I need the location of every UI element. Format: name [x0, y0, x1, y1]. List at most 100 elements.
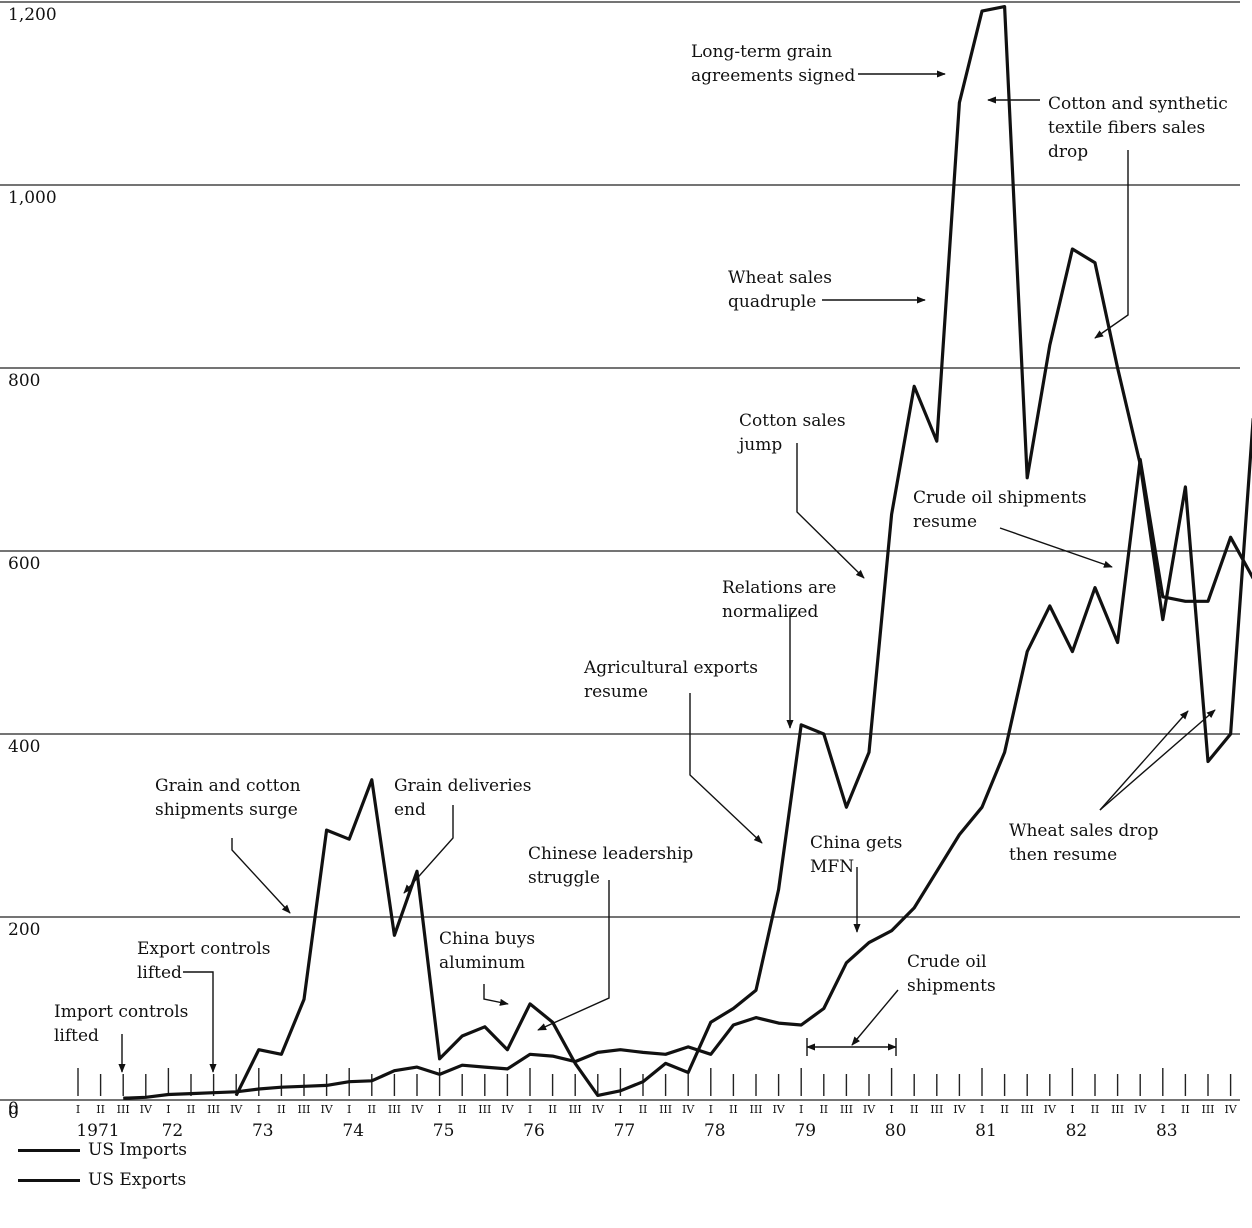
x-quarter-label: IV — [1224, 1103, 1237, 1116]
annotation-label: Cotton and synthetic textile fibers sales… — [1048, 94, 1228, 162]
x-quarter-label: II — [819, 1103, 828, 1116]
x-year-label: 74 — [342, 1121, 364, 1141]
annotation-grain-deliveries: Grain deliveries end — [394, 776, 531, 894]
legend-label-exports: US Exports — [88, 1170, 187, 1190]
x-quarter-label: II — [639, 1103, 648, 1116]
x-year-label: 83 — [1156, 1121, 1178, 1141]
gridlines — [0, 1, 1240, 1101]
x-quarter-label: I — [437, 1103, 441, 1116]
x-quarter-label: II — [1000, 1103, 1009, 1116]
x-year-label: 1971 — [76, 1121, 119, 1141]
annotation-label: Relations are normalized — [722, 578, 836, 622]
x-quarter-label: IV — [772, 1103, 785, 1116]
annotation-label: Crude oil shipments resume — [913, 488, 1087, 532]
annotation-arrow — [537, 880, 610, 1031]
y-tick-label: 600 — [8, 554, 40, 574]
legend-item-exports: US Exports — [18, 1170, 186, 1190]
annotation-relations-normalized: Relations are normalized — [722, 578, 836, 729]
x-axis: I II III IV I II III IV I II III IV I II III IV I II III IV… — [8, 1068, 1238, 1141]
y-tick-label: 1,000 — [8, 188, 57, 208]
annotations: Import controls lifted Export controls lift… — [54, 42, 1228, 1073]
x-quarter-label: IV — [411, 1103, 424, 1116]
x-year-label: 82 — [1066, 1121, 1088, 1141]
annotation-export-controls: Export controls lifted — [137, 939, 271, 1073]
x-quarter-label: III — [478, 1103, 491, 1116]
x-quarter-label: II — [367, 1103, 376, 1116]
x-year-label: 77 — [614, 1121, 636, 1141]
x-quarter-label: IV — [1044, 1103, 1057, 1116]
annotation-chinese-leadership: Chinese leadership struggle — [528, 844, 693, 1031]
series-line-exports — [234, 5, 1252, 1097]
annotation-label: China buys aluminum — [439, 929, 535, 973]
x-quarter-label: I — [618, 1103, 622, 1116]
x-quarter-label: IV — [863, 1103, 876, 1116]
x-quarter-label: III — [569, 1103, 582, 1116]
x-quarter-label: III — [1111, 1103, 1124, 1116]
annotation-arrow — [483, 984, 509, 1006]
annotation-label: Long-term grain agreements signed — [691, 42, 855, 86]
x-year-label: 72 — [162, 1121, 184, 1141]
x-quarter-label: II — [187, 1103, 196, 1116]
x-quarter-label: II — [729, 1103, 738, 1116]
y-tick-label: 800 — [8, 371, 40, 391]
legend-swatch-exports — [18, 1178, 80, 1182]
annotation-agricultural-exports: Agricultural exports resume — [583, 658, 763, 844]
x-quarter-label: I — [347, 1103, 351, 1116]
x-quarter-label: IV — [953, 1103, 966, 1116]
x-quarter-label: II — [1091, 1103, 1100, 1116]
x-quarter-label: II — [548, 1103, 557, 1116]
x-year-label: 75 — [433, 1121, 455, 1141]
annotation-crude-oil-resume: Crude oil shipments resume — [913, 488, 1113, 568]
annotation-label: Grain deliveries end — [394, 776, 531, 820]
x-quarter-label: IV — [1134, 1103, 1147, 1116]
x-quarter-label: I — [76, 1103, 80, 1116]
x-quarter-label: I — [257, 1103, 261, 1116]
x-year-label: 81 — [975, 1121, 997, 1141]
x-year-label: 76 — [523, 1121, 545, 1141]
x-quarter-label: III — [1021, 1103, 1034, 1116]
legend-swatch-imports — [18, 1148, 80, 1152]
y-tick-label: 200 — [8, 920, 40, 940]
data-series — [123, 5, 1252, 1100]
x-quarter-label: III — [840, 1103, 853, 1116]
annotation-label: Wheat sales quadruple — [728, 268, 832, 312]
annotation-label: Grain and cotton shipments surge — [155, 776, 301, 820]
y-axis-ticks: 1,200 1,000 800 600 400 200 0 — [8, 5, 57, 1123]
x-quarter-label: III — [1201, 1103, 1214, 1116]
x-year-label: 73 — [252, 1121, 274, 1141]
x-quarter-label: III — [297, 1103, 310, 1116]
x-quarter-label: I — [799, 1103, 803, 1116]
annotation-arrow — [1099, 710, 1189, 811]
annotation-arrow — [183, 971, 217, 1073]
annotation-arrow — [1099, 709, 1216, 811]
annotation-china-aluminum: China buys aluminum — [439, 929, 535, 1006]
annotation-label: Agricultural exports resume — [583, 658, 758, 702]
x-quarter-label: IV — [320, 1103, 333, 1116]
x-quarter-label: III — [117, 1103, 130, 1116]
x-quarter-label: II — [458, 1103, 467, 1116]
annotation-crude-oil-shipments: Crude oil shipments — [806, 952, 996, 1056]
annotation-label: Export controls lifted — [137, 939, 271, 983]
y-zero-label: 0 — [8, 1099, 19, 1119]
x-year-label: 79 — [794, 1121, 816, 1141]
x-quarter-label: IV — [230, 1103, 243, 1116]
annotation-arrow — [231, 838, 291, 914]
x-quarter-label: III — [207, 1103, 220, 1116]
annotation-arrow — [403, 805, 454, 894]
annotation-long-term-grain: Long-term grain agreements signed — [691, 42, 946, 86]
x-quarter-label: I — [1070, 1103, 1074, 1116]
annotation-arrow — [851, 989, 899, 1046]
x-quarter-label: II — [277, 1103, 286, 1116]
x-quarter-label: I — [889, 1103, 893, 1116]
annotation-arrow — [689, 693, 763, 844]
x-quarter-label: I — [166, 1103, 170, 1116]
annotation-arrow — [1094, 150, 1129, 339]
x-quarter-label: IV — [501, 1103, 514, 1116]
annotation-arrow — [999, 527, 1113, 568]
x-quarter-label: III — [749, 1103, 762, 1116]
annotation-label: China gets MFN — [810, 833, 902, 877]
x-quarter-label: IV — [682, 1103, 695, 1116]
y-tick-label: 400 — [8, 737, 40, 757]
annotation-china-mfn: China gets MFN — [810, 833, 902, 933]
